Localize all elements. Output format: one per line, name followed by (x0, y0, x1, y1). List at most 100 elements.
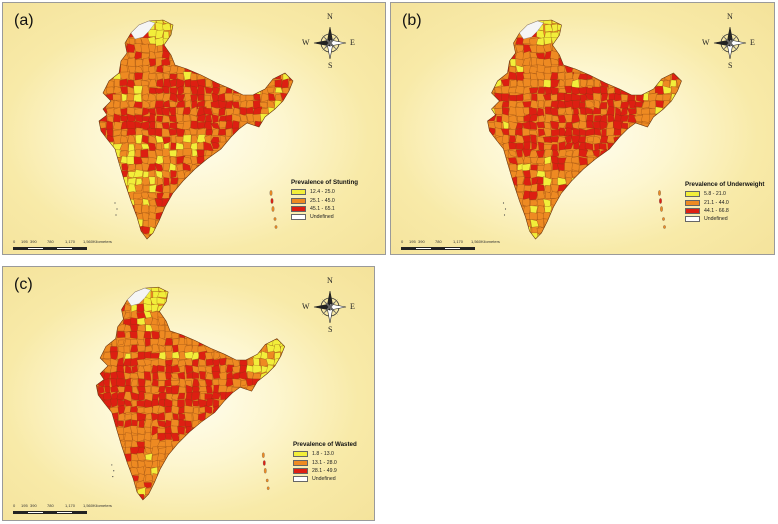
district (543, 212, 551, 221)
district (524, 240, 532, 249)
district (641, 37, 651, 45)
district (98, 386, 105, 395)
district (102, 420, 110, 427)
district (246, 142, 254, 152)
district (274, 79, 283, 88)
district (487, 155, 498, 164)
district (274, 178, 284, 186)
district (99, 185, 101, 192)
district (238, 29, 249, 40)
district (246, 473, 255, 482)
district (197, 183, 205, 193)
district (259, 494, 267, 500)
district (163, 177, 170, 187)
district (104, 441, 113, 448)
district (157, 45, 164, 52)
district (204, 94, 211, 102)
district (615, 155, 622, 164)
district (190, 191, 199, 199)
district (231, 419, 242, 427)
district (621, 162, 630, 171)
district (245, 399, 254, 409)
district (260, 128, 269, 138)
district (103, 447, 112, 456)
district (607, 149, 615, 159)
district (172, 351, 180, 359)
district (627, 234, 637, 239)
district (281, 426, 285, 435)
district (684, 95, 691, 102)
district (677, 44, 682, 54)
country-outline (95, 286, 286, 501)
district (225, 297, 235, 306)
district (225, 142, 235, 152)
district (279, 441, 285, 450)
india-district-map (487, 19, 691, 249)
district (183, 192, 192, 199)
district (226, 287, 233, 293)
district (156, 64, 164, 74)
district (226, 330, 234, 340)
district (231, 156, 240, 166)
district (558, 20, 567, 25)
district (185, 487, 194, 497)
district (253, 453, 262, 461)
district (141, 71, 151, 82)
district (627, 225, 637, 236)
district (218, 324, 228, 334)
district (585, 150, 595, 157)
district (247, 176, 256, 186)
district (134, 183, 144, 192)
district (573, 225, 581, 234)
district (240, 473, 248, 483)
district (662, 234, 671, 239)
district (157, 480, 166, 490)
district (620, 135, 629, 144)
district (204, 23, 212, 31)
district (212, 50, 221, 61)
undefined-region (127, 287, 151, 306)
district (627, 141, 637, 151)
district (231, 304, 242, 313)
district (156, 452, 166, 461)
district (136, 345, 146, 352)
district (178, 494, 187, 500)
district (218, 106, 226, 117)
district (593, 241, 601, 248)
district (240, 214, 248, 221)
district (252, 163, 263, 173)
district (246, 220, 255, 228)
district (259, 163, 270, 173)
district (488, 191, 495, 201)
scale-bar: 0 195 390 780 1,170 1,560 Kilometers (401, 239, 519, 250)
district (164, 494, 174, 500)
district (219, 218, 226, 228)
district (99, 115, 108, 122)
district (105, 192, 115, 199)
district (627, 191, 636, 200)
district (190, 43, 199, 53)
district (169, 198, 179, 207)
district (487, 92, 490, 103)
district (607, 43, 615, 54)
legend-label: 1.8 - 13.0 (312, 451, 334, 458)
district (488, 31, 496, 40)
district (110, 384, 119, 393)
district (99, 58, 108, 68)
district (664, 44, 672, 53)
district (268, 65, 276, 74)
district (580, 44, 587, 54)
district (182, 37, 192, 45)
district (172, 466, 179, 475)
district (99, 50, 108, 61)
district (280, 454, 285, 462)
district (671, 169, 678, 179)
district (96, 405, 99, 415)
district (105, 57, 114, 67)
district (192, 317, 200, 326)
district (626, 212, 637, 222)
district (220, 287, 227, 292)
district (606, 50, 616, 61)
district (97, 287, 105, 293)
